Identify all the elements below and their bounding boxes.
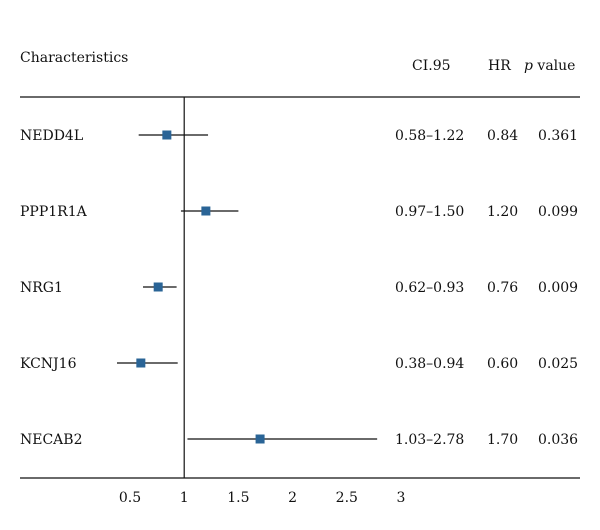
hr-marker [201, 206, 211, 216]
p-value: 0.009 [538, 280, 578, 296]
header-characteristics: Characteristics [20, 50, 128, 66]
forest-row: PPP1R1A 0.97–1.50 1.20 0.099 [20, 204, 578, 220]
header-p-italic: p [524, 58, 533, 74]
hr-value: 1.70 [487, 432, 518, 448]
ci-value: 1.03–2.78 [395, 432, 464, 448]
row-name: PPP1R1A [20, 204, 88, 220]
hr-marker [162, 130, 172, 140]
x-tick-label: 1.5 [227, 490, 249, 506]
hr-marker [153, 282, 163, 292]
p-value: 0.036 [538, 432, 578, 448]
x-tick-label: 0.5 [119, 490, 141, 506]
x-tick-label: 3 [397, 490, 406, 506]
hr-marker [255, 434, 265, 444]
x-tick-label: 2 [288, 490, 297, 506]
forest-row: NECAB2 1.03–2.78 1.70 0.036 [20, 432, 578, 448]
header-hr: HR [488, 58, 511, 74]
row-name: KCNJ16 [20, 356, 77, 372]
ci-value: 0.38–0.94 [395, 356, 464, 372]
p-value: 0.025 [538, 356, 578, 372]
p-value: 0.099 [538, 204, 578, 220]
x-tick-label: 2.5 [336, 490, 358, 506]
forest-row: KCNJ16 0.38–0.94 0.60 0.025 [20, 356, 578, 372]
ci-value: 0.58–1.22 [395, 128, 464, 144]
hr-value: 1.20 [487, 204, 518, 220]
forest-row: NRG1 0.62–0.93 0.76 0.009 [20, 280, 578, 296]
row-name: NECAB2 [20, 432, 83, 448]
hr-marker [136, 358, 146, 368]
header-p-value: p value [524, 58, 575, 74]
ci-value: 0.62–0.93 [395, 280, 464, 296]
header-ci: CI.95 [412, 58, 451, 74]
forest-row: NEDD4L 0.58–1.22 0.84 0.361 [20, 128, 578, 144]
hr-value: 0.60 [487, 356, 518, 372]
row-name: NRG1 [20, 280, 63, 296]
x-axis-ticks: 0.5 1 1.5 2 2.5 3 [119, 490, 406, 506]
x-tick-label: 1 [180, 490, 189, 506]
header-p-rest: value [533, 58, 576, 74]
hr-value: 0.84 [487, 128, 518, 144]
ci-value: 0.97–1.50 [395, 204, 464, 220]
p-value: 0.361 [538, 128, 578, 144]
hr-value: 0.76 [487, 280, 518, 296]
row-name: NEDD4L [20, 128, 83, 144]
rows-layer: NEDD4L 0.58–1.22 0.84 0.361 PPP1R1A 0.97–1.50… [20, 128, 578, 448]
